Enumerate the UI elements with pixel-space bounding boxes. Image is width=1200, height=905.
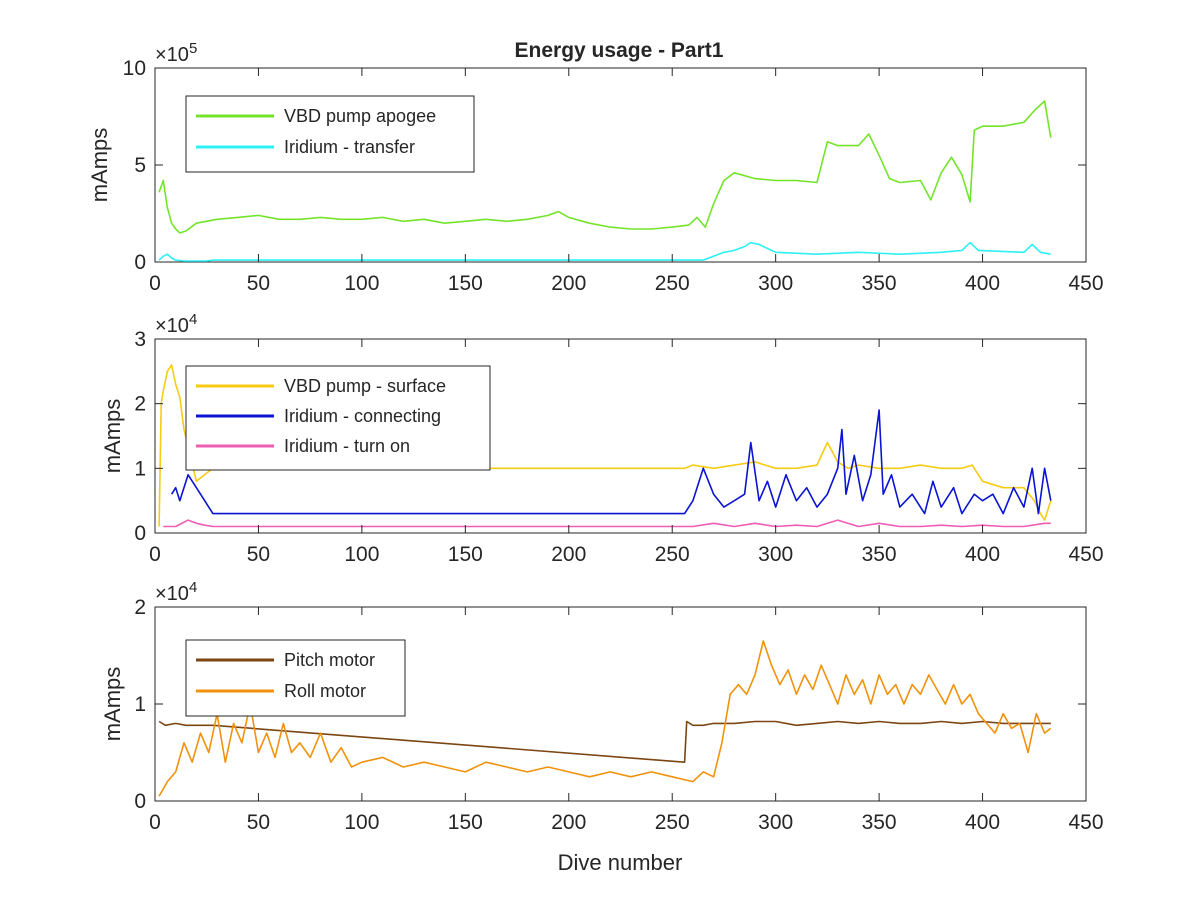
x-tick-label: 350 [862,543,897,566]
y-tick-label: 2 [134,393,146,416]
y-axis-label: mAmps [87,128,112,203]
series-line-2-3 [163,519,1051,528]
y-tick-label: 2 [134,596,146,619]
axis-exponent-label: ×104 [155,311,197,337]
series-line-3-2 [158,640,1052,797]
legend-box [185,95,475,173]
y-tick-label: 1 [134,693,146,716]
legend: Pitch motor Roll motor [185,639,406,717]
legend-box [185,365,491,471]
x-tick-label: 150 [448,811,483,834]
x-tick-label: 50 [247,543,270,566]
x-axis-label: Dive number [558,850,683,875]
x-tick-label: 0 [149,811,161,834]
series-line-1-1 [158,100,1052,234]
x-tick-label: 300 [758,543,793,566]
y-tick-label: 3 [134,328,146,351]
x-tick-label: 100 [344,272,379,295]
x-tick-label: 50 [247,272,270,295]
x-tick-label: 450 [1068,543,1103,566]
y-tick-label: 0 [134,251,146,274]
axes-panel-1: 0 50 100 150 200 250 300 350 400 450 0 5 10 ×105 mAmps… [87,40,1104,295]
legend-box [185,639,406,717]
x-tick-label: 400 [965,543,1000,566]
x-tick-label: 450 [1068,272,1103,295]
legend-label: Iridium - transfer [284,137,415,157]
x-tick-label: 200 [551,272,586,295]
series-line-1-2 [158,241,1051,262]
legend: VBD pump - surface Iridium - connecting Ir… [185,365,491,471]
legend-label: Iridium - connecting [284,406,441,426]
x-tick-label: 300 [758,272,793,295]
axes-panel-2: 0 50 100 150 200 250 300 350 400 450 0 1 2 3 ×104 mAmps… [100,311,1104,566]
axes-panel-3: 0 50 100 150 200 250 300 350 400 450 0 1 2 ×104 mAmps P… [100,579,1104,834]
x-tick-label: 250 [655,272,690,295]
x-tick-label: 0 [149,543,161,566]
legend-label: Roll motor [284,681,366,701]
x-tick-label: 350 [862,811,897,834]
y-tick-label: 5 [134,154,146,177]
series-line-3-1 [158,720,1051,764]
x-tick-label: 150 [448,272,483,295]
axis-exponent-label: ×105 [155,40,197,66]
series-line-2-2 [170,409,1052,515]
x-tick-label: 0 [149,272,161,295]
legend-label: Pitch motor [284,650,375,670]
series-line-2-1 [158,364,1052,527]
x-tick-label: 100 [344,543,379,566]
x-tick-label: 400 [965,811,1000,834]
legend: VBD pump apogee Iridium - transfer [185,95,475,173]
x-tick-label: 200 [551,811,586,834]
y-tick-label: 1 [134,457,146,480]
y-tick-label: 10 [123,57,146,80]
x-tick-label: 50 [247,811,270,834]
y-axis-label: mAmps [100,667,125,742]
legend-label: Iridium - turn on [284,436,410,456]
legend-label: VBD pump apogee [284,106,436,126]
x-tick-label: 250 [655,811,690,834]
x-tick-label: 350 [862,272,897,295]
y-axis-label: mAmps [100,399,125,474]
x-tick-label: 200 [551,543,586,566]
y-tick-label: 0 [134,522,146,545]
x-tick-label: 400 [965,272,1000,295]
x-tick-label: 300 [758,811,793,834]
legend-label: VBD pump - surface [284,376,446,396]
x-tick-label: 250 [655,543,690,566]
y-tick-label: 0 [134,790,146,813]
figure-title: Energy usage - Part1 [515,39,724,62]
x-tick-label: 150 [448,543,483,566]
x-tick-label: 100 [344,811,379,834]
x-tick-label: 450 [1068,811,1103,834]
axis-exponent-label: ×104 [155,579,197,605]
